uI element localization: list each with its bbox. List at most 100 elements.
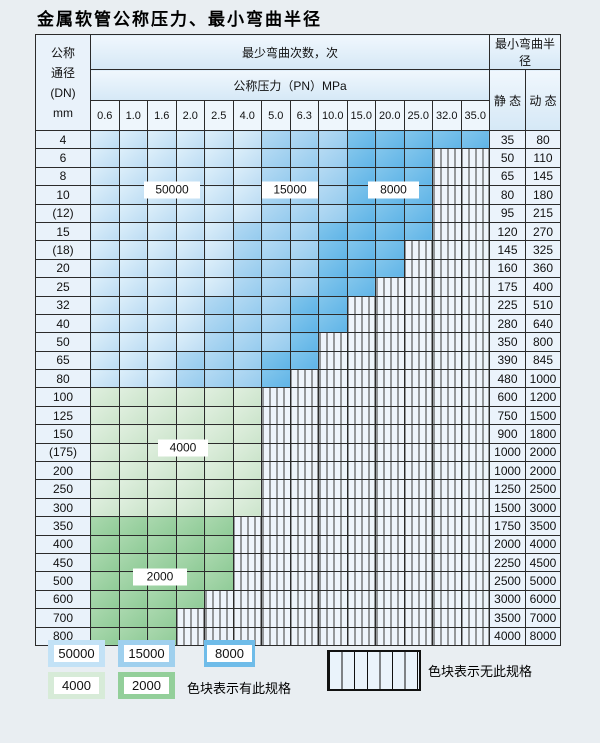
dynamic-radius-value: 1200 <box>525 387 561 407</box>
dn-value: 700 <box>35 608 91 628</box>
spec-cell-g2 <box>147 534 177 554</box>
table-row: 20 160 360 <box>35 258 561 279</box>
legend-label: 4000 <box>54 677 99 694</box>
spec-cell-b1 <box>118 295 148 315</box>
spec-cell-b1 <box>118 166 148 187</box>
spec-cell-g1 <box>204 442 234 463</box>
no-spec-cell <box>346 332 376 352</box>
header-bend-cycles: 最少弯曲次数，次 <box>90 34 490 70</box>
static-radius-value: 225 <box>489 295 526 315</box>
no-spec-cell <box>289 571 319 591</box>
spec-cell-g1 <box>118 479 148 499</box>
spec-cell-g1 <box>90 442 120 463</box>
spec-cell-g1 <box>118 424 148 444</box>
no-spec-cell <box>346 295 376 315</box>
spec-cell-b1 <box>147 350 177 371</box>
spec-cell-b1 <box>175 277 205 297</box>
spec-cell-b3 <box>289 295 319 315</box>
static-radius-value: 750 <box>489 405 526 426</box>
static-radius-value: 120 <box>489 221 526 242</box>
spec-cell-b2 <box>232 258 262 279</box>
table-row: 4 35 80 <box>35 129 561 150</box>
no-spec-cell <box>318 626 348 646</box>
spec-cell-g1 <box>118 405 148 426</box>
spec-cell-g1 <box>232 405 262 426</box>
spec-cell-g1 <box>204 479 234 499</box>
spec-cell-b2 <box>318 129 348 150</box>
no-spec-cell <box>346 608 376 628</box>
no-spec-cell <box>460 221 490 242</box>
no-spec-cell <box>403 589 433 610</box>
spec-cell-b3 <box>346 203 376 223</box>
dn-value: 350 <box>35 516 91 536</box>
header-pressure-value: 15.0 <box>346 100 376 131</box>
spec-cell-b1 <box>118 277 148 297</box>
spec-cell-g2 <box>118 589 148 610</box>
spec-cell-b2 <box>232 277 262 297</box>
dynamic-radius-value: 5000 <box>525 571 561 591</box>
no-spec-cell <box>318 589 348 610</box>
spec-cell-b2 <box>261 148 291 168</box>
spec-cell-g1 <box>90 497 120 518</box>
spec-cell-g1 <box>90 405 120 426</box>
spec-cell-g1 <box>204 405 234 426</box>
table-row: 15 120 270 <box>35 221 561 242</box>
spec-cell-g2 <box>175 516 205 536</box>
spec-cell-b3 <box>318 240 348 260</box>
static-radius-value: 1000 <box>489 442 526 463</box>
spec-cell-g2 <box>147 589 177 610</box>
dynamic-radius-value: 7000 <box>525 608 561 628</box>
no-spec-cell <box>432 166 462 187</box>
spec-cell-b1 <box>118 148 148 168</box>
spec-cell-b1 <box>175 221 205 242</box>
spec-cell-g1 <box>118 387 148 407</box>
no-spec-cell <box>403 497 433 518</box>
spec-cell-b2 <box>261 313 291 334</box>
dn-value: (175) <box>35 442 91 463</box>
table-row: 600 3000 6000 <box>35 589 561 610</box>
spec-cell-g2 <box>118 608 148 628</box>
table-row: 80 480 1000 <box>35 369 561 389</box>
no-spec-cell <box>460 203 490 223</box>
no-spec-cell <box>460 369 490 389</box>
spec-cell-b1 <box>147 277 177 297</box>
no-spec-cell <box>432 277 462 297</box>
static-radius-value: 390 <box>489 350 526 371</box>
header-dynamic: 动 态 <box>525 69 561 131</box>
spec-cell-b1 <box>175 148 205 168</box>
spec-cell-b1 <box>204 277 234 297</box>
table-row: 500 2500 5000 <box>35 571 561 591</box>
dynamic-radius-value: 2000 <box>525 461 561 481</box>
dn-value: 25 <box>35 277 91 297</box>
dn-value: 100 <box>35 387 91 407</box>
static-radius-value: 80 <box>489 185 526 205</box>
spec-cell-b2 <box>318 166 348 187</box>
no-spec-cell <box>432 479 462 499</box>
dn-value: 50 <box>35 332 91 352</box>
legend-swatch-2000: 2000 <box>118 672 175 699</box>
table-row: 350 1750 3500 <box>35 516 561 536</box>
no-spec-cell <box>403 608 433 628</box>
no-spec-cell <box>204 608 234 628</box>
no-spec-cell <box>346 442 376 463</box>
spec-cell-b1 <box>175 129 205 150</box>
no-spec-cell <box>375 571 405 591</box>
spec-cell-b2 <box>232 221 262 242</box>
no-spec-cell <box>403 626 433 646</box>
spec-cell-g1 <box>175 497 205 518</box>
no-spec-cell <box>460 277 490 297</box>
spec-cell-b3 <box>375 148 405 168</box>
static-radius-value: 2250 <box>489 552 526 573</box>
header-pressure-value: 35.0 <box>460 100 490 131</box>
no-spec-cell <box>318 534 348 554</box>
no-spec-cell <box>346 571 376 591</box>
spec-cell-b1 <box>204 148 234 168</box>
no-spec-cell <box>318 608 348 628</box>
dynamic-radius-value: 640 <box>525 313 561 334</box>
spec-cell-g1 <box>118 497 148 518</box>
no-spec-cell <box>318 497 348 518</box>
dn-value: 600 <box>35 589 91 610</box>
no-spec-cell <box>375 608 405 628</box>
spec-cell-b3 <box>346 258 376 279</box>
legend-hatch-swatch <box>327 650 421 691</box>
